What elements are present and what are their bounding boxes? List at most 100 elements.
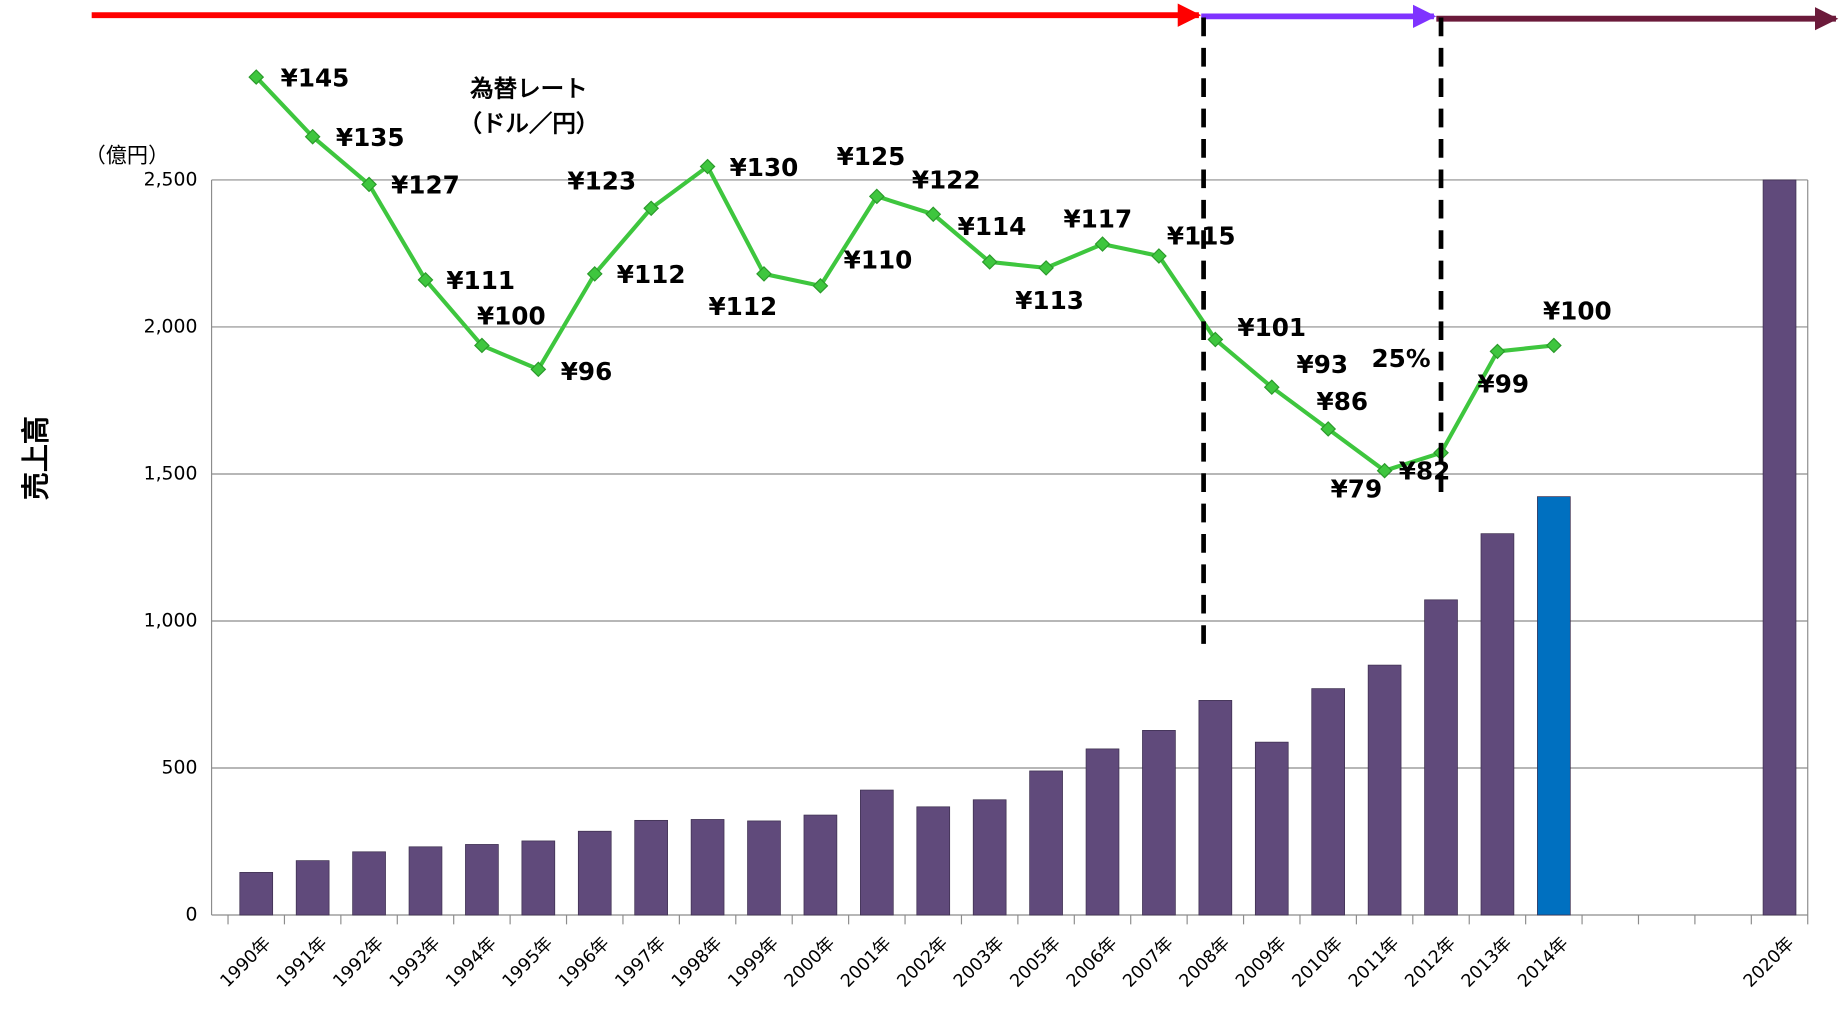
bar: [295, 860, 330, 916]
x-tick-label: 2003年: [950, 934, 1008, 992]
data-label: ¥110: [844, 245, 913, 274]
bar: [803, 814, 838, 916]
rate-marker: [586, 266, 603, 282]
y-tick-label: 500: [162, 758, 198, 779]
rate-marker: [474, 337, 490, 354]
data-label: ¥145: [281, 63, 350, 92]
rate-marker: [1038, 260, 1054, 276]
data-label: ¥86: [1317, 387, 1369, 416]
x-tick-label: 2010年: [1289, 934, 1347, 992]
x-tick-label: 2006年: [1063, 934, 1121, 992]
data-label: ¥100: [1543, 297, 1612, 326]
data-label: ¥130: [730, 153, 799, 182]
data-label: ¥111: [446, 266, 515, 295]
rate-marker: [304, 128, 321, 145]
x-tick-label: 1997年: [612, 934, 670, 992]
bar: [634, 819, 668, 916]
x-tick-label: 2001年: [837, 934, 895, 992]
data-label: ¥101: [1237, 313, 1306, 342]
bar: [1142, 730, 1176, 916]
x-tick-label: 2011年: [1345, 934, 1403, 992]
y-tick-label: 1,500: [144, 464, 198, 485]
bar: [1367, 664, 1402, 916]
bar: [1762, 179, 1797, 916]
x-tick-label: 1999年: [725, 934, 783, 992]
x-tick-label: 2012年: [1402, 934, 1460, 992]
x-tick-label: 2007年: [1119, 934, 1177, 992]
x-tick-label: 2000年: [781, 934, 839, 992]
data-label: ¥112: [708, 292, 777, 321]
rate-marker: [1376, 462, 1393, 479]
rate-line: [254, 75, 1555, 473]
y-tick-label: 1,000: [144, 611, 198, 632]
rate-marker: [1545, 337, 1562, 354]
x-tick-label: 1990年: [217, 934, 275, 992]
data-label: ¥112: [617, 260, 686, 289]
data-label: ¥96: [561, 357, 613, 386]
rate-marker: [1489, 343, 1506, 360]
x-tick-label: 2009年: [1232, 934, 1290, 992]
rate-marker: [981, 254, 998, 270]
rate-marker: [1151, 248, 1167, 264]
data-label: ¥117: [1063, 205, 1132, 234]
bar: [408, 846, 443, 916]
x-tick-label: 1991年: [273, 934, 331, 992]
bar: [1311, 688, 1345, 916]
y-tick-label: 0: [185, 905, 197, 926]
x-tick-label: 1995年: [499, 934, 557, 992]
rate-marker: [643, 200, 660, 217]
rate-marker: [868, 188, 885, 205]
rate-marker: [1094, 236, 1111, 252]
bar: [1085, 748, 1120, 916]
y-tick-label: 2,500: [144, 169, 198, 190]
bar: [352, 851, 386, 916]
data-label: ¥122: [912, 166, 981, 195]
rate-marker: [530, 361, 547, 378]
data-label: ¥100: [477, 301, 546, 330]
data-label: ¥79: [1331, 475, 1383, 504]
x-tick-label: 1992年: [330, 934, 388, 992]
rate-marker: [1207, 331, 1224, 348]
bar: [239, 872, 274, 916]
data-label: ¥127: [391, 171, 460, 200]
plot: 05001,0001,5002,0002,5001990年1991年1992年1…: [144, 63, 1809, 992]
bar: [521, 840, 556, 916]
bar: [972, 799, 1007, 916]
x-tick-label: 2020年: [1740, 934, 1798, 992]
data-label: ¥125: [837, 142, 906, 171]
y-axis-label: 売上高: [20, 416, 53, 500]
unit-label: （億円）: [85, 143, 170, 168]
bar: [747, 820, 781, 916]
x-tick-label: 2002年: [894, 934, 952, 992]
annotation: （ドル／円）: [458, 110, 599, 138]
bar: [916, 806, 951, 916]
data-label: ¥135: [336, 123, 405, 152]
bar: [860, 789, 894, 916]
rate-marker: [699, 158, 716, 175]
annotation: 25%: [1372, 344, 1431, 373]
x-tick-label: 1993年: [386, 934, 444, 992]
rate-marker: [1320, 421, 1337, 437]
data-label: ¥114: [958, 212, 1027, 241]
data-label: ¥123: [567, 167, 636, 196]
bar: [1480, 533, 1515, 916]
y-tick-label: 2,000: [144, 317, 198, 338]
data-label: ¥93: [1297, 350, 1349, 379]
rate-marker: [361, 176, 377, 193]
x-tick-label: 1996年: [555, 934, 613, 992]
x-tick-label: 2014年: [1514, 934, 1572, 992]
x-tick-label: 1994年: [442, 934, 500, 992]
bar: [1537, 496, 1571, 916]
bar: [690, 819, 725, 916]
x-tick-label: 1998年: [668, 934, 726, 992]
bar: [1198, 700, 1233, 916]
rate-marker: [812, 277, 829, 294]
data-label: ¥113: [1015, 286, 1084, 315]
data-label: ¥99: [1478, 369, 1530, 398]
rate-marker: [1263, 379, 1280, 396]
bar: [1029, 770, 1063, 916]
x-tick-label: 2008年: [1176, 934, 1234, 992]
rate-marker: [925, 206, 942, 223]
rate-marker: [248, 69, 265, 85]
